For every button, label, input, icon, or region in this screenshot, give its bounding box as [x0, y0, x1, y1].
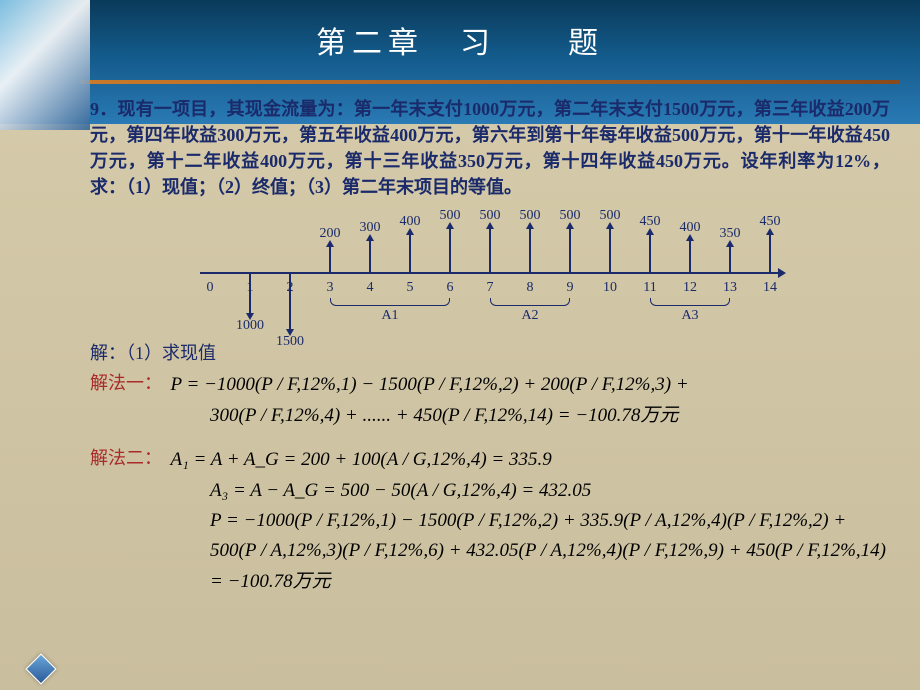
tick-10: 10: [590, 278, 630, 298]
inflow-value-10: 500: [600, 206, 621, 226]
brace-label-A3: A3: [681, 306, 698, 326]
brace-A1: [330, 298, 450, 306]
method2-formula-line3: P = −1000(P / F,12%,1) − 1500(P / F,12%,…: [210, 506, 846, 536]
outflow-arrow-2: [289, 274, 291, 330]
inflow-value-6: 500: [440, 206, 461, 226]
method2-formula-line5: = −100.78万元: [210, 567, 331, 597]
tick-8: 8: [510, 278, 550, 298]
inflow-value-9: 500: [560, 206, 581, 226]
solution-header: 解：（1）求现值: [90, 340, 890, 366]
inflow-value-12: 400: [680, 218, 701, 238]
inflow-arrow-10: [609, 228, 611, 272]
method2-formula-line2: A₃ = A − A_G = 500 − 50(A / G,12%,4) = 4…: [210, 476, 591, 506]
inflow-value-7: 500: [480, 206, 501, 226]
tick-0: 0: [190, 278, 230, 298]
method2-formula-line1: A₁ = A + A_G = 200 + 100(A / G,12%,4) = …: [171, 445, 552, 475]
outflow-value-1: 1000: [236, 316, 264, 336]
method2-formula-line4: 500(P / A,12%,3)(P / F,12%,6) + 432.05(P…: [210, 536, 886, 566]
corner-decoration: [0, 0, 90, 130]
inflow-arrow-13: [729, 246, 731, 272]
tick-12: 12: [670, 278, 710, 298]
brace-label-A2: A2: [521, 306, 538, 326]
tick-6: 6: [430, 278, 470, 298]
inflow-value-13: 350: [720, 224, 741, 244]
cashflow-diagram: 0123456789101112131420030040050050050050…: [200, 206, 780, 336]
outflow-arrow-1: [249, 274, 251, 314]
tick-14: 14: [750, 278, 790, 298]
inflow-arrow-3: [329, 246, 331, 272]
inflow-arrow-6: [449, 228, 451, 272]
timeline-axis: [200, 272, 780, 274]
method1-label: 解法一：: [90, 370, 162, 396]
tick-13: 13: [710, 278, 750, 298]
method1-row: 解法一： P = −1000(P / F,12%,1) − 1500(P / F…: [90, 370, 890, 400]
tick-3: 3: [310, 278, 350, 298]
inflow-arrow-4: [369, 240, 371, 272]
inflow-value-3: 200: [320, 224, 341, 244]
content-area: 9．现有一项目，其现金流量为：第一年末支付1000万元，第二年末支付1500万元…: [0, 84, 920, 597]
inflow-arrow-5: [409, 234, 411, 272]
tick-7: 7: [470, 278, 510, 298]
method1-formula-line2: 300(P / F,12%,4) + ...... + 450(P / F,12…: [210, 401, 678, 431]
tick-4: 4: [350, 278, 390, 298]
inflow-value-14: 450: [760, 212, 781, 232]
tick-11: 11: [630, 278, 670, 298]
method2-label: 解法二：: [90, 445, 162, 471]
method2-row: 解法二： A₁ = A + A_G = 200 + 100(A / G,12%,…: [90, 445, 890, 475]
problem-statement: 9．现有一项目，其现金流量为：第一年末支付1000万元，第二年末支付1500万元…: [90, 96, 890, 200]
brace-label-A1: A1: [381, 306, 398, 326]
page-title: 第二章 习 题: [0, 0, 920, 80]
brace-A3: [650, 298, 730, 306]
inflow-value-4: 300: [360, 218, 381, 238]
title-text: 第二章 习 题: [316, 18, 604, 62]
tick-9: 9: [550, 278, 590, 298]
inflow-arrow-8: [529, 228, 531, 272]
inflow-arrow-12: [689, 240, 691, 272]
inflow-value-11: 450: [640, 212, 661, 232]
tick-5: 5: [390, 278, 430, 298]
inflow-value-8: 500: [520, 206, 541, 226]
brace-A2: [490, 298, 570, 306]
method1-formula-line1: P = −1000(P / F,12%,1) − 1500(P / F,12%,…: [171, 370, 689, 400]
outflow-value-2: 1500: [276, 332, 304, 352]
inflow-arrow-11: [649, 234, 651, 272]
inflow-arrow-14: [769, 234, 771, 272]
inflow-value-5: 400: [400, 212, 421, 232]
inflow-arrow-9: [569, 228, 571, 272]
inflow-arrow-7: [489, 228, 491, 272]
diamond-decoration: [25, 653, 56, 684]
